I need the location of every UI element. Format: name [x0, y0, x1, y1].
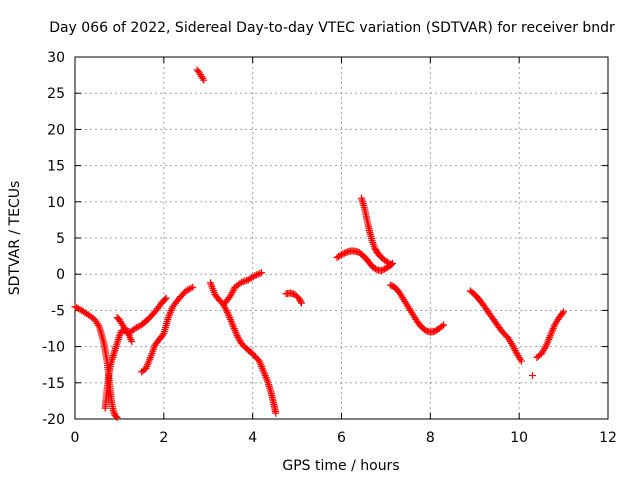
x-tick-label: 10 [510, 430, 528, 446]
y-tick-label: -5 [51, 303, 65, 319]
x-axis-label: GPS time / hours [282, 458, 399, 474]
data-point [388, 282, 396, 290]
series-arc-3 [113, 314, 136, 346]
x-tick-label: 0 [71, 430, 80, 446]
data-point [189, 283, 197, 291]
data-point [560, 308, 568, 316]
series-arc-7 [220, 301, 280, 417]
series-arc-2 [101, 294, 170, 412]
x-tick-label: 8 [426, 430, 435, 446]
data-point [162, 294, 170, 302]
y-axis-label: SDTVAR / TECUs [7, 181, 23, 296]
data-point [339, 250, 347, 258]
data-point [128, 338, 136, 346]
y-tick-labels: -20 -15 -10 -5 0 5 10 15 20 25 30 [42, 50, 65, 428]
y-tick-label: -20 [42, 412, 65, 428]
data-point [298, 299, 306, 307]
data-point [528, 372, 536, 380]
x-tick-label: 4 [248, 430, 257, 446]
x-tick-label: 2 [159, 430, 168, 446]
data-point [258, 269, 266, 277]
data-point [379, 266, 387, 274]
y-tick-label: 15 [47, 159, 65, 175]
x-tick-labels: 0 2 4 6 8 10 12 [71, 430, 617, 446]
data-point [340, 249, 348, 257]
data-point [440, 321, 448, 329]
series-arc-10 [357, 194, 394, 268]
data-point [115, 332, 123, 340]
y-tick-label: 20 [47, 122, 65, 138]
data-series [71, 66, 568, 422]
data-point [253, 271, 261, 279]
y-tick-label: 0 [56, 267, 65, 283]
data-point [438, 322, 446, 330]
data-point [338, 251, 345, 259]
data-point [336, 252, 344, 260]
data-point [558, 309, 566, 317]
data-point [254, 270, 262, 278]
data-point [380, 265, 388, 273]
x-tick-label: 6 [337, 430, 346, 446]
data-point [372, 265, 380, 273]
series-arc-11 [386, 281, 448, 336]
data-point [256, 269, 264, 277]
data-point [113, 414, 121, 422]
data-point [187, 284, 195, 292]
data-point [386, 281, 394, 289]
x-tick-label: 12 [599, 430, 617, 446]
data-point [124, 330, 132, 338]
series-arc-14 [533, 308, 568, 361]
data-point [185, 285, 193, 293]
data-point [159, 331, 167, 339]
data-point [161, 295, 169, 303]
series-arc-8 [282, 289, 306, 307]
series-arc-9 [333, 247, 397, 275]
grid [75, 57, 608, 419]
axis-ticks [74, 56, 609, 420]
data-point [297, 298, 305, 306]
y-tick-label: -10 [42, 340, 65, 356]
data-point [377, 267, 385, 275]
data-point [385, 259, 393, 267]
chart-title: Day 066 of 2022, Sidereal Day-to-day VTE… [49, 20, 615, 36]
data-point [386, 260, 394, 268]
series-arc-12 [466, 287, 525, 365]
y-tick-label: 30 [47, 50, 65, 66]
y-tick-label: -15 [42, 376, 65, 392]
data-point [420, 325, 428, 333]
data-point [116, 330, 124, 338]
series-arc-6 [206, 269, 266, 309]
y-tick-label: 25 [47, 86, 65, 102]
y-tick-label: 5 [56, 231, 65, 247]
y-tick-label: 10 [47, 195, 65, 211]
data-point [112, 412, 120, 420]
series-arc-4 [138, 283, 197, 376]
data-point [200, 76, 208, 84]
series-arc-1 [71, 303, 121, 422]
data-point [272, 409, 280, 417]
series-arc-5 [193, 66, 208, 84]
data-point [517, 357, 525, 365]
data-point [251, 272, 259, 280]
series-arc-13 [528, 372, 536, 380]
